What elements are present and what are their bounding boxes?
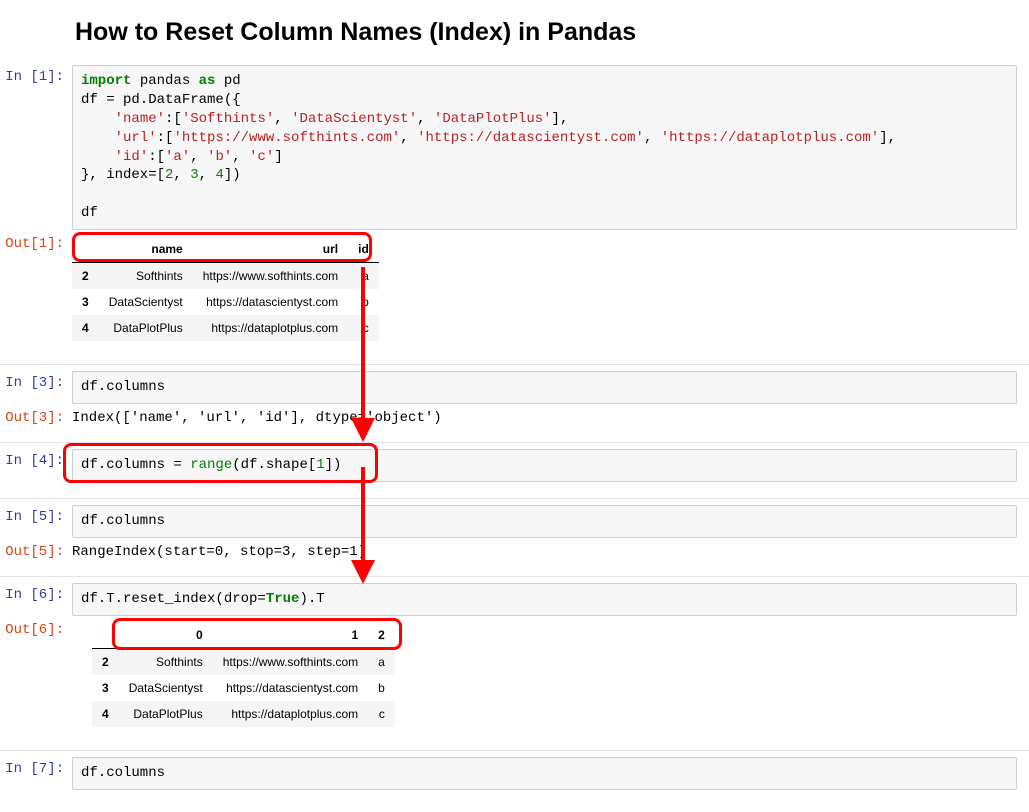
table-column-header: 2 bbox=[368, 622, 395, 649]
table-row: 4DataPlotPlushttps://dataplotplus.comc bbox=[92, 701, 395, 727]
separator bbox=[0, 442, 1029, 443]
table-row-index: 3 bbox=[92, 675, 119, 701]
prompt-out-6: Out[6]: bbox=[0, 618, 72, 638]
table-row-index: 3 bbox=[72, 289, 99, 315]
code-input-1[interactable]: import pandas as pd df = pd.DataFrame({ … bbox=[72, 65, 1017, 230]
table-column-header: name bbox=[99, 236, 193, 263]
table-row-index: 2 bbox=[92, 648, 119, 675]
notebook-page: How to Reset Column Names (Index) in Pan… bbox=[0, 0, 1029, 812]
table-cell: a bbox=[368, 648, 395, 675]
table-cell: b bbox=[368, 675, 395, 701]
table-cell: https://datascientyst.com bbox=[193, 289, 348, 315]
dataframe-table: nameurlid2Softhintshttps://www.softhints… bbox=[72, 236, 379, 341]
table-cell: a bbox=[348, 263, 379, 290]
separator bbox=[0, 576, 1029, 577]
prompt-in-1: In [1]: bbox=[0, 65, 72, 85]
prompt-out-1: Out[1]: bbox=[0, 232, 72, 252]
table-index-header bbox=[72, 236, 99, 263]
table-column-header: 1 bbox=[213, 622, 368, 649]
table-cell: https://www.softhints.com bbox=[213, 648, 368, 675]
cell-out-5: Out[5]: RangeIndex(start=0, stop=3, step… bbox=[0, 540, 1029, 570]
code-input-5[interactable]: df.columns bbox=[72, 505, 1017, 538]
prompt-in-5: In [5]: bbox=[0, 505, 72, 525]
separator bbox=[0, 498, 1029, 499]
prompt-in-3: In [3]: bbox=[0, 371, 72, 391]
table-cell: DataPlotPlus bbox=[119, 701, 213, 727]
table-output-6: 0122Softhintshttps://www.softhints.coma3… bbox=[72, 618, 1017, 744]
prompt-out-3: Out[3]: bbox=[0, 406, 72, 426]
table-row: 3DataScientysthttps://datascientyst.comb bbox=[92, 675, 395, 701]
table-row: 2Softhintshttps://www.softhints.coma bbox=[92, 648, 395, 675]
table-row-index: 4 bbox=[92, 701, 119, 727]
cell-in-5: In [5]: df.columns bbox=[0, 505, 1029, 538]
table-row: 3DataScientysthttps://datascientyst.comb bbox=[72, 289, 379, 315]
table-output-1: nameurlid2Softhintshttps://www.softhints… bbox=[72, 232, 1017, 358]
dataframe-table: 0122Softhintshttps://www.softhints.coma3… bbox=[92, 622, 395, 727]
cell-in-3: In [3]: df.columns bbox=[0, 371, 1029, 404]
table-cell: Softhints bbox=[99, 263, 193, 290]
page-title: How to Reset Column Names (Index) in Pan… bbox=[75, 18, 1029, 47]
table-cell: DataScientyst bbox=[99, 289, 193, 315]
table-cell: c bbox=[348, 315, 379, 341]
code-input-4[interactable]: df.columns = range(df.shape[1]) bbox=[72, 449, 1017, 482]
separator bbox=[0, 364, 1029, 365]
cell-in-6: In [6]: df.T.reset_index(drop=True).T bbox=[0, 583, 1029, 616]
table-row-index: 4 bbox=[72, 315, 99, 341]
table-row: 2Softhintshttps://www.softhints.coma bbox=[72, 263, 379, 290]
code-input-7[interactable]: df.columns bbox=[72, 757, 1017, 790]
table-cell: DataScientyst bbox=[119, 675, 213, 701]
cell-in-7: In [7]: df.columns bbox=[0, 757, 1029, 790]
table-row: 4DataPlotPlushttps://dataplotplus.comc bbox=[72, 315, 379, 341]
cell-out-3: Out[3]: Index(['name', 'url', 'id'], dty… bbox=[0, 406, 1029, 436]
table-index-header bbox=[92, 622, 119, 649]
cell-out-6: Out[6]: 0122Softhintshttps://www.softhin… bbox=[0, 618, 1029, 744]
cell-in-1: In [1]: import pandas as pd df = pd.Data… bbox=[0, 65, 1029, 230]
table-cell: Softhints bbox=[119, 648, 213, 675]
prompt-in-6: In [6]: bbox=[0, 583, 72, 603]
prompt-out-5: Out[5]: bbox=[0, 540, 72, 560]
table-column-header: 0 bbox=[119, 622, 213, 649]
table-cell: https://dataplotplus.com bbox=[193, 315, 348, 341]
table-row-index: 2 bbox=[72, 263, 99, 290]
cell-in-4: In [4]: df.columns = range(df.shape[1]) bbox=[0, 449, 1029, 482]
table-cell: https://www.softhints.com bbox=[193, 263, 348, 290]
code-input-6[interactable]: df.T.reset_index(drop=True).T bbox=[72, 583, 1017, 616]
prompt-in-4: In [4]: bbox=[0, 449, 72, 469]
table-column-header: id bbox=[348, 236, 379, 263]
cell-out-1: Out[1]: nameurlid2Softhintshttps://www.s… bbox=[0, 232, 1029, 358]
prompt-in-7: In [7]: bbox=[0, 757, 72, 777]
plain-output-5: RangeIndex(start=0, stop=3, step=1) bbox=[72, 540, 1017, 570]
code-input-3[interactable]: df.columns bbox=[72, 371, 1017, 404]
table-cell: https://dataplotplus.com bbox=[213, 701, 368, 727]
table-cell: DataPlotPlus bbox=[99, 315, 193, 341]
plain-output-3: Index(['name', 'url', 'id'], dtype='obje… bbox=[72, 406, 1017, 436]
separator bbox=[0, 750, 1029, 751]
table-cell: c bbox=[368, 701, 395, 727]
table-column-header: url bbox=[193, 236, 348, 263]
table-cell: b bbox=[348, 289, 379, 315]
table-cell: https://datascientyst.com bbox=[213, 675, 368, 701]
